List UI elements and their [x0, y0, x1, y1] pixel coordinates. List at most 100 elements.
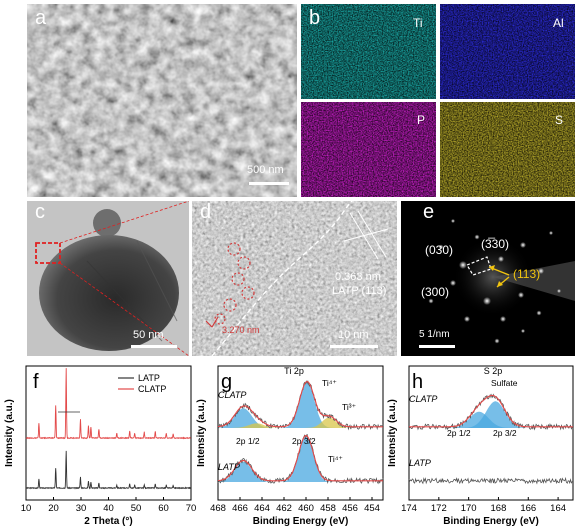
- g-peak-label-2p12: 2p 1/2: [236, 436, 260, 446]
- panel-h-xps-s2p-chart: 174 172 170 168 166 164 Binding Energy (eV) Int…: [387, 365, 574, 527]
- h-peak-label-2p32: 2p 3/2: [493, 428, 517, 438]
- panel-d-scale-text: 10 nm: [338, 329, 369, 341]
- x-tick-label: 170: [461, 503, 477, 514]
- xps-component-latp-1: [218, 436, 383, 482]
- panel-label: h: [412, 371, 423, 393]
- panel-a-sem-image: a 500 nm: [27, 4, 297, 197]
- h-series-label-clatp: CLATP: [409, 394, 437, 404]
- x-tick-label: 456: [342, 503, 358, 514]
- g-ti4-label-top: Ti⁴⁺: [322, 378, 337, 388]
- xps-raw-latp: [408, 476, 574, 485]
- xps-component-clatp-3: [218, 423, 383, 428]
- x-axis-label: 2 Theta (°): [84, 516, 132, 527]
- g-series-label-clatp: CLATP: [218, 390, 246, 400]
- spot-030-label: (030): [425, 243, 454, 257]
- tem-zoom-box: [35, 242, 61, 264]
- x-tick-label: 464: [254, 503, 270, 514]
- panel-a-scale-text: 500 nm: [247, 164, 284, 176]
- x-tick-label: 20: [48, 503, 59, 514]
- legend-label-latp: LATP: [138, 373, 160, 383]
- legend-label-clatp: CLATP: [138, 384, 166, 394]
- lattice-plane-text: LATP (113): [332, 285, 387, 297]
- x-tick-label: 458: [320, 503, 336, 514]
- x-tick-label: 40: [103, 503, 114, 514]
- x-tick-label: 172: [431, 503, 447, 514]
- x-tick-label: 10: [21, 503, 32, 514]
- x-axis-label: Binding Energy (eV): [253, 516, 349, 527]
- sem-texture: [27, 4, 297, 197]
- lattice-spacing-text: 0.363 nm: [335, 271, 381, 283]
- g-ti3-label: Ti³⁺: [342, 402, 357, 412]
- eds-s-label: S: [555, 113, 564, 127]
- panel-e-scale-text: 5 1/nm: [419, 329, 450, 340]
- xps-fit-clatp: [409, 394, 573, 428]
- hrtem-texture: [192, 201, 397, 356]
- eds-texture: [301, 4, 575, 197]
- panel-d-scalebar: [330, 345, 378, 348]
- x-tick-label: 70: [186, 503, 196, 514]
- xrd-series-latp: [25, 450, 191, 490]
- eds-al-label: Al: [553, 16, 564, 30]
- saed-pattern: [428, 219, 575, 344]
- plot-frame: [408, 365, 574, 501]
- xps-component-latp-0: [218, 461, 383, 482]
- panel-c-label: c: [35, 201, 45, 223]
- g-series-label-latp: LATP: [218, 462, 240, 472]
- x-tick-label: 460: [298, 503, 314, 514]
- y-axis-label: Intensity (a.u.): [196, 399, 207, 467]
- panel-c-tem-image: c 50 nm: [27, 201, 189, 356]
- spot-300-label: (300): [421, 285, 450, 299]
- panel-d-label: d: [200, 201, 212, 223]
- interface-dashed-line: [211, 201, 353, 356]
- x-tick-label: 468: [210, 503, 226, 514]
- y-axis-label: Intensity (a.u.): [4, 399, 15, 467]
- arrow-113-label: (113): [513, 267, 541, 281]
- x-tick-label: 30: [76, 503, 87, 514]
- xps-component-clatp-1: [218, 382, 383, 428]
- amorphous-circles: [214, 242, 255, 325]
- x-tick-label: 60: [158, 503, 169, 514]
- x-axis-label: Binding Energy (eV): [443, 516, 539, 527]
- xps-fit-clatp: [217, 380, 383, 428]
- h-sulfate-label: Sulfate: [491, 378, 518, 388]
- h-series-label-latp: LATP: [409, 458, 431, 468]
- panel-c-scale-text: 50 nm: [133, 329, 164, 341]
- panel-g-xps-ti2p-chart: 468 466 464 462 460 458 456 454 Binding Energy (…: [196, 365, 384, 527]
- panel-f-xrd-chart: 10 20 30 40 50 60 70 2 Theta (°) Intensity (a.u.…: [4, 365, 196, 527]
- panel-b-eds-maps: b Ti Al P S: [301, 4, 575, 197]
- panel-d-hrtem-image: d 0.363 nm LATP (113) 3.270 nm 10 nm: [192, 201, 397, 356]
- amorphous-thickness-text: 3.270 nm: [222, 325, 260, 335]
- x-tick-label: 50: [131, 503, 142, 514]
- spot-330-label: (3̅30): [481, 237, 510, 251]
- x-tick-label: 454: [364, 503, 380, 514]
- panel-e-saed-pattern: e (030) (3̅30) (300) (113) 5 1/nm: [401, 201, 575, 356]
- panel-label: g: [221, 371, 232, 393]
- xps-fit-latp: [217, 435, 383, 482]
- panel-b-label: b: [309, 7, 321, 29]
- x-tick-label: 168: [491, 503, 507, 514]
- h-peak-label-2p12: 2p 1/2: [447, 428, 471, 438]
- y-axis-label: Intensity (a.u.): [387, 399, 398, 467]
- g-ti4-label-bottom: Ti⁴⁺: [328, 454, 343, 464]
- tem-particle: [27, 201, 189, 356]
- xps-component-clatp-1: [409, 401, 573, 428]
- eds-p-label: P: [417, 113, 426, 127]
- x-tick-label: 466: [232, 503, 248, 514]
- panel-e-label: e: [423, 201, 435, 223]
- x-tick-label: 166: [520, 503, 536, 514]
- panel-c-scalebar: [131, 345, 177, 348]
- plot-frame: [217, 365, 384, 501]
- x-tick-label: 174: [401, 503, 417, 514]
- panel-label: f: [33, 371, 39, 393]
- panel-a-scalebar: [249, 182, 289, 185]
- panel-a-label: a: [35, 7, 47, 29]
- lattice-fringe-marker: [343, 210, 389, 260]
- g-peak-label-2p32: 2p 3/2: [292, 436, 316, 446]
- eds-ti-label: Ti: [413, 16, 423, 30]
- panel-e-scalebar: [419, 345, 455, 348]
- x-tick-label: 462: [276, 503, 292, 514]
- g-title: Ti 2p: [284, 366, 304, 376]
- x-tick-label: 164: [550, 503, 566, 514]
- xrd-series-clatp: [25, 368, 192, 440]
